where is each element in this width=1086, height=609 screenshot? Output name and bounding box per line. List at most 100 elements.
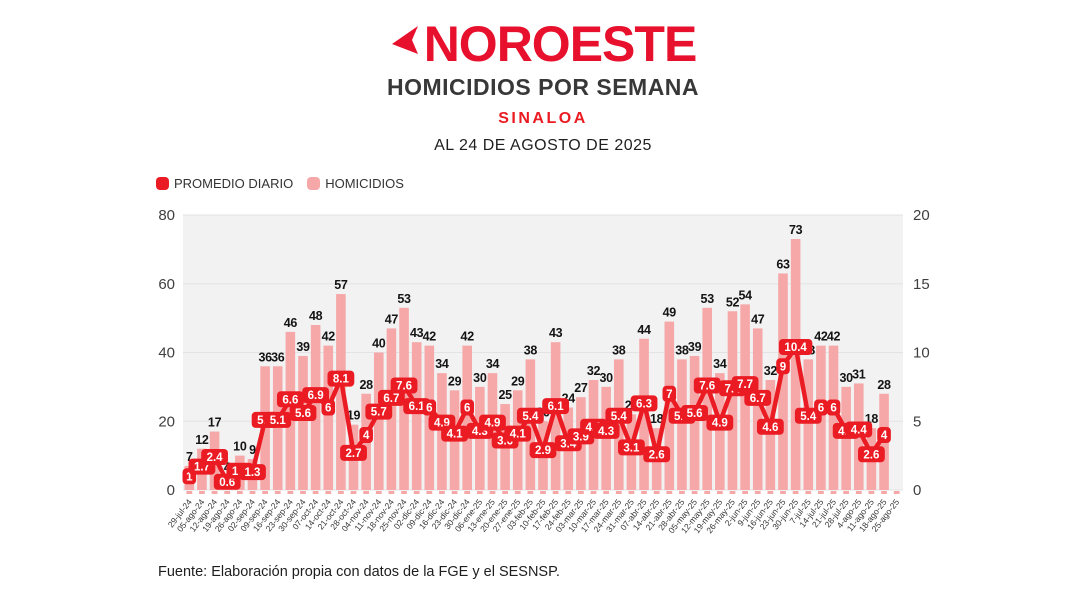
x-tick (489, 491, 496, 494)
bar-value-label: 48 (309, 309, 323, 323)
bar (702, 307, 713, 490)
line-value-label: 4.9 (484, 418, 500, 430)
line-value-label: 6.1 (409, 401, 426, 413)
line-value-chip (378, 389, 405, 406)
bar-value-label: 53 (701, 292, 715, 306)
x-tick (262, 491, 269, 494)
bar-value-label: 43 (410, 326, 424, 340)
legend: PROMEDIO DIARIO HOMICIDIOS (156, 176, 404, 191)
line-value-label: 5.1 (270, 415, 287, 427)
line-value-label: 4.1 (447, 429, 464, 441)
line-value-chip (756, 418, 784, 435)
line-value-label: 9 (780, 361, 786, 373)
bar-value-label: 73 (789, 223, 803, 237)
line-value-chip (201, 449, 228, 465)
line-value-chip (778, 339, 813, 355)
bar-value-label: 30 (600, 371, 614, 385)
bar-value-label: 25 (498, 388, 512, 402)
line-value-chip (340, 444, 367, 461)
line-value-chip (744, 389, 772, 406)
bar (298, 355, 308, 490)
bar-value-label: 10 (233, 440, 247, 454)
line-value-chip (681, 405, 708, 421)
bar-value-label: 18 (650, 412, 664, 426)
bar-value-label: 30 (473, 371, 487, 385)
x-tick (350, 491, 357, 494)
line-value-label: 1.3 (244, 467, 260, 479)
line-value-label: 4.6 (762, 422, 778, 434)
line-value-chip (276, 391, 304, 408)
line-value-chip (321, 399, 336, 416)
x-tick (780, 491, 786, 494)
x-tick (300, 491, 306, 494)
line-value-label: 5.4 (800, 411, 817, 423)
bar-value-label: 17 (208, 416, 222, 430)
left-axis-tick-label: 40 (158, 345, 175, 362)
x-tick (451, 491, 458, 494)
line-value-label: 2.6 (649, 449, 665, 461)
bar-value-label: 34 (435, 357, 449, 371)
line-value-chip (239, 464, 266, 481)
line-value-chip (516, 407, 544, 424)
x-tick (729, 491, 736, 494)
bar-value-label: 47 (751, 312, 765, 326)
x-tick (691, 491, 698, 494)
x-tick (413, 491, 420, 494)
bar-value-label: 42 (814, 330, 828, 344)
line-value-label: 6 (818, 403, 824, 415)
line-value-chip (826, 399, 841, 416)
x-tick (742, 491, 749, 494)
x-tick (325, 491, 332, 494)
bar (677, 359, 687, 490)
line-value-label: 6.6 (282, 394, 298, 406)
line-value-label: 1 (186, 471, 193, 483)
bar (525, 359, 536, 490)
bar-value-label: 36 (271, 350, 285, 364)
x-tick (615, 491, 622, 494)
legend-item-promedio: PROMEDIO DIARIO (156, 176, 293, 191)
bar (790, 239, 801, 490)
bar-value-label: 12 (195, 433, 209, 447)
line-value-label: 4.3 (598, 426, 614, 438)
bar (803, 359, 814, 490)
x-tick (375, 491, 382, 494)
source-note: Fuente: Elaboración propia con datos de … (158, 564, 560, 580)
x-tick (186, 491, 193, 494)
line-value-chip (605, 407, 633, 424)
bar-value-label: 49 (663, 306, 677, 320)
x-tick (603, 491, 610, 494)
x-tick (767, 491, 774, 494)
x-tick (893, 491, 900, 494)
x-tick (830, 491, 837, 494)
bar (778, 273, 788, 490)
bar-value-label: 36 (258, 350, 272, 364)
x-tick (211, 491, 218, 494)
bar-value-label: 47 (385, 312, 399, 326)
line-value-chip (630, 395, 658, 412)
line-value-label: 8.1 (333, 374, 350, 386)
line-value-chip (618, 439, 645, 456)
line-value-chip (662, 385, 677, 402)
line-value-label: 6.7 (383, 393, 399, 405)
x-tick (439, 491, 445, 494)
bar-value-label: 39 (688, 340, 702, 354)
bar-value-label: 30 (840, 371, 854, 385)
bar-value-label: 63 (776, 257, 790, 271)
line-value-chip (776, 358, 790, 375)
line-value-label: 6.7 (750, 393, 766, 405)
noroeste-pennant-icon (391, 26, 418, 54)
bar (689, 355, 700, 490)
line-value-label: 5.4 (611, 411, 628, 423)
line-value-label: 4 (363, 430, 370, 442)
bar-value-label: 7 (186, 450, 193, 464)
bar (373, 352, 384, 490)
line-value-chip (422, 399, 437, 416)
line-value-chip (441, 425, 468, 442)
bar-value-label: 38 (675, 343, 689, 357)
bar (639, 338, 649, 490)
line-value-chip (479, 414, 506, 431)
x-tick (577, 491, 584, 494)
bar (550, 342, 561, 490)
left-axis-tick-label: 0 (167, 482, 175, 499)
bar-value-label: 44 (637, 323, 651, 337)
